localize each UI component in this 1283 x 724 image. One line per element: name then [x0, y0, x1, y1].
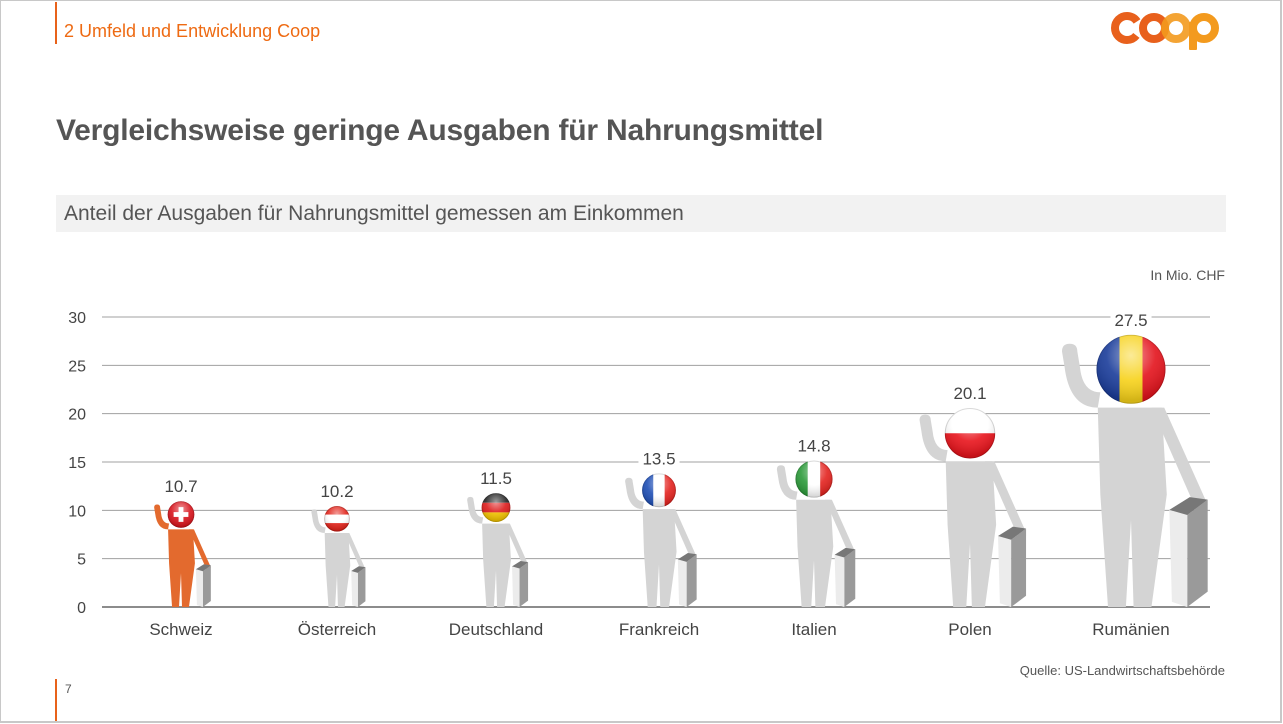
figure-österreich: 10.2	[311, 482, 366, 607]
y-tick-label: 30	[68, 310, 86, 327]
shopping-bag-icon	[834, 547, 856, 607]
poland-flag-icon	[944, 408, 996, 459]
y-tick-label: 5	[77, 552, 86, 569]
person-body	[642, 509, 677, 607]
person-arm-lowered	[504, 523, 529, 568]
person-arm-lowered	[984, 461, 1027, 538]
person-body	[945, 461, 997, 607]
person-body	[1097, 407, 1167, 607]
person-arm-lowered	[825, 499, 856, 557]
shopping-bag-icon	[351, 566, 366, 607]
person-icon	[776, 465, 856, 607]
y-tick-label: 20	[68, 407, 86, 424]
germany-flag-icon	[481, 493, 511, 523]
romania-flag-icon	[1096, 334, 1166, 404]
page-number: 7	[65, 682, 72, 696]
person-icon	[311, 509, 366, 607]
value-label: 14.8	[797, 436, 830, 455]
section-divider	[55, 2, 57, 44]
person-arm-lowered	[344, 533, 366, 572]
category-label: Schweiz	[149, 620, 212, 639]
value-label: 27.5	[1114, 311, 1147, 330]
y-axis-ticks: 0 5 10 15 20 25 30	[68, 310, 86, 617]
person-arm-lowered	[669, 509, 697, 561]
source-note: Quelle: US-Landwirtschaftsbehörde	[1019, 663, 1225, 678]
person-arm-raised	[311, 509, 326, 534]
figures: 10.7 10.2 11.5 13.5 14.8 20.1 27.5	[154, 310, 1208, 607]
person-icon	[154, 504, 211, 607]
shopping-bag-icon	[998, 526, 1027, 607]
logo-c	[1111, 12, 1143, 44]
logo-o2	[1161, 13, 1191, 43]
person-body	[796, 499, 834, 607]
value-label: 13.5	[642, 449, 675, 468]
y-tick-label: 25	[68, 358, 86, 375]
value-label: 10.2	[320, 482, 353, 501]
page-divider	[55, 679, 57, 721]
figure-schweiz: 10.7	[154, 477, 211, 607]
unit-label: In Mio. CHF	[1150, 267, 1225, 283]
person-icon	[919, 414, 1027, 607]
category-label: Italien	[791, 620, 836, 639]
section-title: 2 Umfeld und Entwicklung Coop	[64, 21, 321, 41]
category-label: Österreich	[298, 620, 376, 639]
person-arm-raised	[919, 414, 948, 462]
category-label: Rumänien	[1092, 620, 1170, 639]
person-arm-raised	[776, 465, 798, 500]
person-arm-raised	[154, 504, 170, 530]
shopping-bag-icon	[1169, 497, 1208, 607]
france-flag-icon	[642, 473, 676, 508]
y-tick-label: 10	[68, 503, 86, 520]
person-icon	[625, 477, 697, 607]
person-body	[482, 523, 511, 607]
person-arm-lowered	[188, 529, 211, 571]
shopping-bag-icon	[677, 553, 697, 607]
chart-subtitle: Anteil der Ausgaben für Nahrungsmittel g…	[64, 202, 684, 225]
figure-rumänien: 27.5	[1061, 310, 1208, 607]
person-body	[168, 529, 195, 607]
shopping-bag-icon	[512, 561, 529, 607]
coop-logo: coop	[1111, 12, 1219, 50]
value-label: 11.5	[480, 469, 512, 488]
switzerland-flag-icon	[167, 501, 195, 528]
value-label: 20.1	[953, 384, 986, 403]
category-label: Polen	[948, 620, 991, 639]
shopping-bag-icon	[195, 564, 211, 607]
person-icon	[1061, 343, 1208, 607]
y-tick-label: 15	[68, 455, 86, 472]
figure-frankreich: 13.5	[625, 449, 697, 607]
person-arm-raised	[625, 477, 644, 510]
logo-p-stem	[1189, 22, 1197, 50]
person-body	[324, 533, 351, 607]
figure-italien: 14.8	[776, 436, 856, 607]
italy-flag-icon	[795, 460, 833, 498]
person-arm-lowered	[1151, 407, 1208, 513]
person-arm-raised	[1061, 343, 1101, 408]
value-label: 10.7	[164, 477, 197, 496]
x-axis-labels: Schweiz Österreich Deutschland Frankreich It…	[149, 620, 1169, 639]
category-label: Frankreich	[619, 620, 699, 639]
figure-polen: 20.1	[919, 384, 1027, 607]
y-tick-label: 0	[77, 600, 86, 617]
category-label: Deutschland	[449, 620, 544, 639]
page-title: Vergleichsweise geringe Ausgaben für Nah…	[56, 114, 824, 147]
person-icon	[467, 496, 529, 607]
subtitle-box: Anteil der Ausgaben für Nahrungsmittel g…	[56, 195, 1226, 232]
figure-deutschland: 11.5	[467, 469, 529, 607]
person-arm-raised	[467, 496, 484, 524]
austria-flag-icon	[324, 506, 350, 532]
